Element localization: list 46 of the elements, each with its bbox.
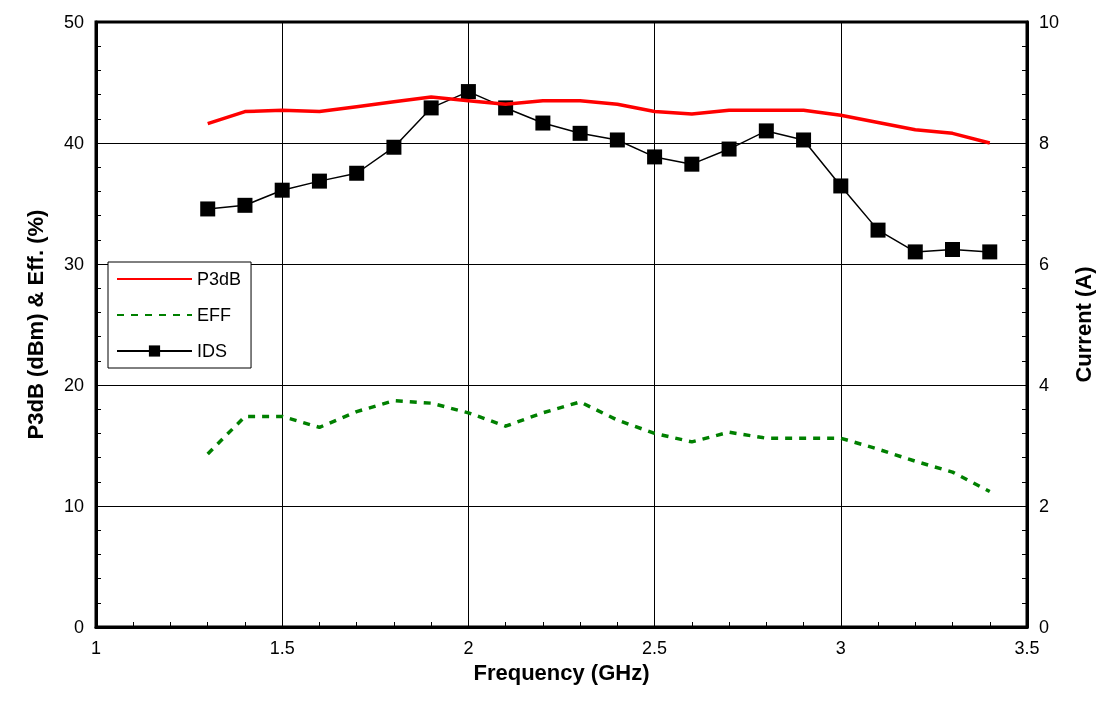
y2-axis-title: Current (A): [1070, 266, 1096, 383]
x-tick-label: 3: [835, 638, 846, 658]
y2-tick-label: 6: [1039, 254, 1050, 274]
point: [870, 222, 886, 238]
point: [274, 182, 290, 198]
point: [796, 132, 812, 148]
y-tick-label: 50: [63, 12, 84, 32]
point: [311, 173, 327, 189]
point: [386, 139, 402, 155]
legend-label: EFF: [197, 305, 231, 325]
point: [647, 149, 663, 165]
point: [572, 125, 588, 141]
x-tick-label: 3.5: [1014, 638, 1040, 658]
legend-label: P3dB: [197, 269, 242, 289]
y-tick-label: 40: [63, 133, 84, 153]
x-tick-label: 2: [463, 638, 474, 658]
x-tick-label: 1: [90, 638, 102, 658]
y2-tick-label: 10: [1039, 12, 1060, 32]
point: [833, 178, 849, 194]
point: [907, 244, 923, 260]
point: [982, 244, 998, 260]
line-series: [205, 398, 992, 494]
point: [721, 141, 737, 157]
point: [758, 123, 774, 139]
point: [945, 241, 961, 257]
point: [460, 84, 476, 100]
legend-label: IDS: [197, 341, 228, 361]
y-tick-label: 20: [63, 375, 84, 395]
point: [609, 132, 625, 148]
x-axis-title: Frequency (GHz): [473, 660, 650, 686]
y2-tick-label: 0: [1039, 617, 1050, 637]
point: [349, 165, 365, 181]
y-axis-title: P3dB (dBm) & Eff. (%): [22, 209, 48, 440]
point: [423, 100, 439, 116]
x-tick-label: 1.5: [269, 638, 295, 658]
point: [200, 201, 216, 217]
x-tick-label: 2.5: [642, 638, 668, 658]
y2-tick-label: 2: [1039, 496, 1050, 516]
y-tick-label: 10: [63, 496, 84, 516]
y-tick-label: 30: [63, 254, 84, 274]
point: [535, 115, 551, 131]
y2-tick-label: 8: [1039, 133, 1050, 153]
y-tick-label: 0: [73, 617, 84, 637]
point: [684, 156, 700, 172]
y2-tick-label: 4: [1039, 375, 1050, 395]
point: [237, 197, 253, 213]
